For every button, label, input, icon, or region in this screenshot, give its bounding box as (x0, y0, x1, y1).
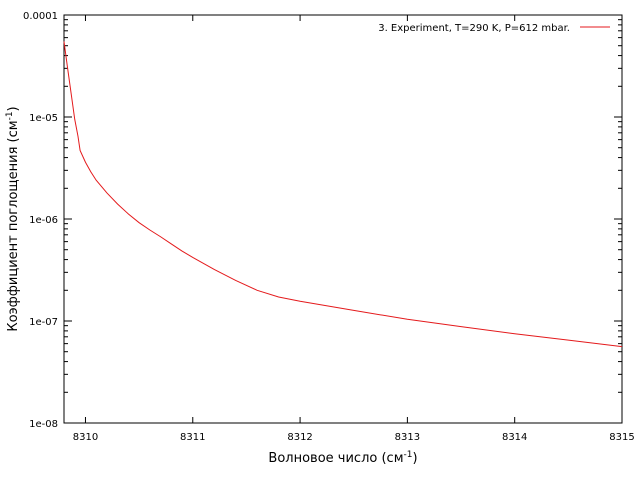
series-line (63, 41, 623, 348)
y-axis-label-superscript: -1 (5, 111, 15, 120)
x-tick-label: 8313 (395, 432, 420, 443)
x-axis-ticks: 8310 8311 8312 8313 8314 8315 (73, 15, 635, 443)
x-axis-label-main: Волновое число (см (268, 451, 403, 466)
x-axis-label-superscript: -1 (404, 450, 413, 460)
series-layer (63, 41, 623, 348)
x-tick-label: 8310 (73, 432, 98, 443)
x-tick-label: 8315 (609, 432, 634, 443)
y-axis-label-tail: ) (6, 106, 21, 111)
y-tick-label: 0.0001 (23, 11, 58, 22)
y-tick-label: 1e-05 (29, 113, 58, 124)
x-tick-label: 8312 (287, 432, 312, 443)
y-tick-label: 1e-07 (29, 317, 58, 328)
y-tick-label: 1e-06 (29, 215, 58, 226)
legend-series-label: 3. Experiment, T=290 K, P=612 mbar. (378, 23, 570, 34)
x-tick-label: 8314 (502, 432, 527, 443)
y-tick-label: 1e-08 (29, 419, 58, 430)
y-axis-label-main: Коэффициент поглощения (см (6, 120, 21, 331)
y-axis-label: Коэффициент поглощения (см-1) (5, 106, 21, 331)
legend: 3. Experiment, T=290 K, P=612 mbar. (378, 23, 610, 34)
x-tick-label: 8311 (180, 432, 205, 443)
y-axis-ticks: 1e-08 1e-07 1e-06 1e-05 0.0001 (23, 11, 622, 430)
x-axis-label: Волновое число (см-1) (268, 450, 417, 466)
x-axis-label-tail: ) (412, 451, 417, 466)
